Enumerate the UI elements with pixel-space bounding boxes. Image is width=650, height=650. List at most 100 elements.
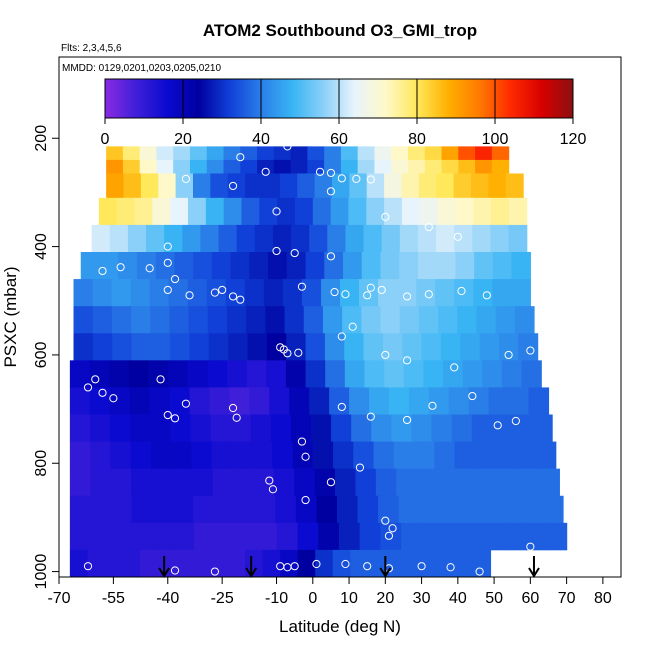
heatmap-cell: [223, 197, 243, 226]
colorbar-tick-label: 40: [252, 131, 270, 148]
heatmap-cell: [106, 159, 124, 174]
heatmap-cell: [131, 522, 154, 551]
heatmap-cell: [471, 414, 493, 442]
heatmap-cell: [87, 549, 106, 577]
observation-marker: [163, 242, 172, 251]
observation-marker: [450, 363, 459, 372]
heatmap-cell: [401, 197, 421, 226]
heatmap-cell: [371, 414, 392, 442]
heatmap-cell: [411, 414, 433, 442]
observation-marker: [170, 566, 180, 575]
heatmap-cell: [488, 387, 510, 415]
heatmap-cell: [171, 441, 192, 470]
heatmap-cell: [373, 441, 395, 470]
heatmap-cell: [474, 441, 496, 470]
observation-marker: [326, 168, 336, 178]
heatmap-cell: [190, 414, 212, 442]
heatmap-cell: [454, 441, 476, 470]
observation-marker: [163, 285, 172, 295]
observation-marker: [493, 421, 502, 430]
heatmap-cell: [504, 522, 526, 551]
heatmap-cell: [73, 306, 94, 334]
heatmap-cell: [168, 360, 189, 388]
heatmap-cell: [380, 252, 400, 280]
observation-marker: [511, 416, 520, 426]
heatmap-cell: [442, 522, 464, 551]
heatmap-cell: [315, 549, 334, 577]
heatmap-cell: [171, 468, 193, 497]
plot-frame: [58, 56, 622, 578]
heatmap-cell: [420, 549, 439, 577]
heatmap-cell: [193, 495, 215, 524]
heatmap-cell: [396, 468, 418, 497]
y-axis: 200 400 600 800 1000: [33, 125, 59, 589]
observation-marker: [326, 478, 336, 487]
heatmap-cell: [80, 252, 101, 280]
heatmap-cell: [349, 387, 370, 415]
heatmap-cell: [273, 146, 292, 161]
observation-marker: [228, 403, 238, 413]
heatmap-cell: [457, 468, 479, 497]
observation-marker: [453, 232, 462, 241]
heatmap-cell: [436, 468, 458, 497]
observation-marker: [232, 413, 241, 422]
heatmap-cell: [345, 224, 365, 253]
heatmap-cell: [521, 360, 542, 388]
heatmap-cell: [294, 197, 314, 226]
heatmap-cell: [150, 306, 171, 334]
heatmap-cell: [474, 252, 494, 280]
heatmap-cell: [309, 224, 328, 253]
heatmap-cell: [436, 252, 457, 280]
heatmap-cell: [139, 146, 158, 161]
observation-marker: [181, 174, 191, 183]
heatmap-cell: [498, 333, 519, 361]
observation-marker: [272, 207, 281, 216]
heatmap-cell: [305, 252, 325, 280]
heatmap-cell: [240, 146, 258, 161]
heatmap-cell: [305, 360, 326, 388]
heatmap-cell: [193, 173, 211, 199]
heatmap-cell: [139, 159, 158, 174]
heatmap-cell: [127, 224, 147, 253]
heatmap-cell: [378, 279, 398, 307]
heatmap-cell: [118, 252, 138, 280]
heatmap-cell: [419, 197, 439, 226]
heatmap-cell: [111, 306, 132, 334]
heatmap-cell: [437, 197, 457, 226]
observation-marker: [218, 285, 227, 295]
heatmap-cell: [187, 360, 208, 388]
heatmap-cell: [435, 279, 455, 307]
heatmap-cell: [351, 414, 372, 442]
heatmap-cell: [223, 146, 241, 161]
heatmap-cell: [501, 495, 523, 524]
observation-marker: [424, 222, 433, 232]
latitude-arrows: [158, 556, 540, 578]
heatmap-cell: [434, 441, 456, 470]
observation-marker: [381, 212, 390, 221]
heatmap-cell: [205, 197, 225, 226]
heatmap-cell: [363, 333, 384, 361]
heatmap-cell: [269, 387, 290, 415]
heatmap-cell: [211, 252, 232, 280]
heatmap-cell: [501, 360, 523, 388]
heatmap-cell: [401, 522, 423, 551]
heatmap-cell: [438, 306, 458, 334]
heatmap-cell: [403, 360, 424, 388]
heatmap-cell: [207, 306, 228, 334]
heatmap-cell: [227, 549, 246, 577]
heatmap-cell: [207, 360, 228, 388]
heatmap-cell: [338, 522, 361, 551]
observation-marker: [402, 292, 412, 301]
heatmap-cell: [363, 224, 383, 253]
heatmap-cell: [314, 173, 333, 199]
heatmap-cell: [408, 387, 430, 415]
y-tick-label: 800: [33, 450, 50, 477]
heatmap-cell: [472, 549, 492, 577]
heatmap-cell: [393, 441, 415, 470]
heatmap-cell: [275, 495, 297, 524]
heatmap-cell: [335, 468, 357, 497]
heatmap-cell: [131, 333, 152, 361]
heatmap-cell: [310, 414, 332, 442]
heatmap-cell: [518, 468, 540, 497]
